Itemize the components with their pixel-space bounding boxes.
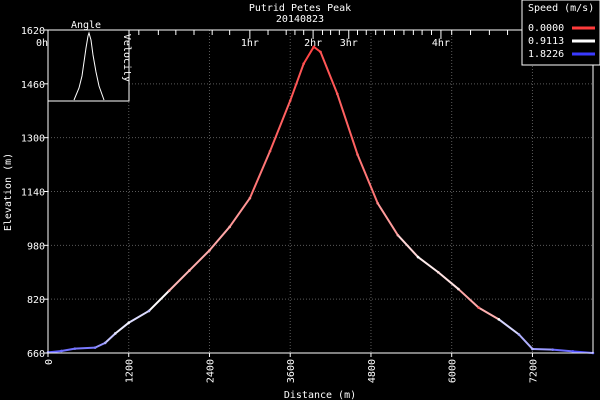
y-tick-label: 980 — [27, 241, 45, 252]
legend-entry-label: 0.0000 — [528, 23, 564, 34]
elevation-segment — [302, 45, 315, 65]
elevation-point — [312, 45, 316, 49]
elevation-point — [551, 348, 554, 351]
x-axis-ticks: 0 1200 2400 3600 4800 6000 7200 — [44, 353, 539, 383]
elevation-segment — [188, 249, 211, 272]
elevation-point — [60, 349, 63, 353]
y-tick-label: 1140 — [21, 188, 45, 199]
elevation-segment — [437, 271, 460, 291]
inset-frame — [47, 29, 130, 102]
elevation-segment — [457, 288, 480, 309]
legend-entry-label: 1.8226 — [528, 49, 564, 60]
elevation-point — [571, 350, 575, 353]
elevation-point — [113, 332, 117, 335]
elevation-point — [319, 50, 322, 54]
elevation-point — [436, 270, 440, 274]
elevation-segment — [269, 99, 292, 153]
legend-entry-label: 0.9113 — [528, 36, 564, 47]
elevation-segment — [336, 92, 359, 156]
elevation-point — [248, 196, 252, 200]
elevation-segment — [289, 62, 305, 102]
elevation-point — [497, 318, 501, 321]
time-marker-label: 3hr — [340, 38, 358, 49]
legend: Speed (m/s) 0.0000 0.9113 1.8226 — [521, 0, 600, 66]
y-axis-ticks: 660 820 980 1140 1300 1460 1620 — [21, 26, 48, 360]
elevation-segment — [127, 309, 150, 324]
elevation-segment — [312, 45, 322, 53]
elevation-point — [356, 153, 359, 156]
elevation-point — [336, 92, 339, 96]
elevation-point — [477, 306, 480, 309]
legend-title: Speed (m/s) — [528, 3, 594, 14]
time-marker-label: 2hr — [304, 38, 322, 49]
elevation-segment — [114, 321, 130, 335]
elevation-point — [268, 149, 272, 153]
elevation-segment — [319, 50, 339, 95]
elevation-segment — [376, 202, 399, 237]
elevation-point — [416, 255, 420, 259]
elevation-point — [187, 269, 191, 272]
elevation-point — [93, 346, 97, 349]
y-tick-label: 1300 — [21, 134, 45, 145]
x-tick-label: 0 — [44, 359, 55, 365]
elevation-segment — [104, 332, 117, 344]
elevation-segment — [551, 348, 574, 353]
y-tick-label: 660 — [27, 349, 45, 360]
x-tick-label: 7200 — [528, 359, 539, 383]
inset-curve — [73, 31, 105, 101]
elevation-point — [127, 321, 131, 325]
elevation-segment — [47, 349, 63, 354]
elevation-series — [46, 45, 595, 355]
elevation-segment — [94, 341, 107, 349]
x-axis-label: Distance (m) — [284, 390, 356, 400]
inset-panel: Angle Velocity — [47, 20, 132, 102]
elevation-segment — [497, 318, 520, 336]
grid-lines — [48, 30, 593, 353]
elevation-segment — [147, 289, 171, 312]
elevation-point — [302, 62, 305, 65]
elevation-segment — [248, 150, 272, 200]
x-tick-label: 4800 — [367, 359, 378, 383]
elevation-segment — [60, 347, 76, 352]
x-tick-label: 6000 — [448, 359, 459, 383]
elevation-point — [103, 341, 107, 345]
elevation-segment — [531, 347, 554, 351]
elevation-segment — [73, 346, 97, 350]
elevation-segment — [228, 197, 251, 228]
elevation-point — [457, 287, 460, 291]
chart-subtitle: 20140823 — [276, 14, 324, 25]
elevation-point — [288, 99, 292, 102]
elevation-point — [73, 347, 77, 350]
elevation-point — [208, 249, 211, 252]
elevation-segment — [396, 234, 420, 259]
elevation-point — [517, 333, 521, 336]
legend-entries: 0.0000 0.9113 1.8226 — [528, 23, 595, 60]
inset-side-label: Velocity — [121, 34, 132, 82]
time-marker-label: 0h — [36, 38, 48, 49]
inset-title: Angle — [71, 20, 101, 31]
elevation-point — [167, 289, 171, 293]
elevation-segment — [208, 225, 231, 252]
chart-title: Putrid Petes Peak — [249, 3, 351, 14]
elevation-point — [396, 233, 400, 237]
elevation-point — [376, 201, 379, 205]
elevation-point — [228, 225, 231, 229]
elevation-segment — [477, 306, 500, 321]
x-tick-label: 3600 — [286, 359, 297, 383]
x-tick-label: 2400 — [205, 359, 216, 383]
time-marker-label: 1hr — [241, 38, 259, 49]
y-tick-label: 1460 — [21, 80, 45, 91]
elevation-segment — [356, 153, 379, 205]
elevation-segment — [417, 256, 440, 274]
elevation-segment — [168, 269, 191, 292]
time-marker-label: 4hr — [432, 38, 450, 49]
elevation-segment — [517, 333, 534, 350]
y-tick-label: 820 — [27, 295, 45, 306]
elevation-point — [531, 347, 534, 351]
x-tick-label: 1200 — [125, 359, 136, 383]
elevation-point — [147, 309, 151, 313]
y-tick-label: 1620 — [21, 26, 45, 37]
y-axis-label: Elevation (m) — [3, 153, 14, 231]
